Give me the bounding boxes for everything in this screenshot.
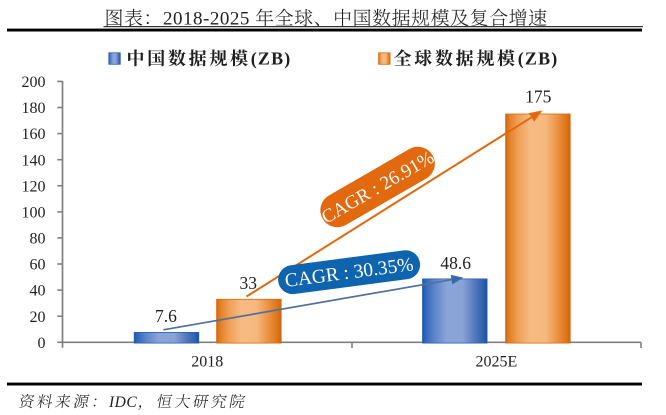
svg-text:48.6: 48.6: [440, 253, 471, 273]
svg-text:180: 180: [22, 100, 46, 117]
svg-text:2025E: 2025E: [476, 354, 518, 371]
svg-text:2018: 2018: [191, 354, 223, 371]
svg-text:IDC: IDC: [108, 394, 137, 411]
svg-text:160: 160: [22, 126, 46, 143]
svg-text:80: 80: [30, 231, 46, 248]
svg-text:60: 60: [30, 257, 46, 274]
svg-text:40: 40: [30, 283, 46, 300]
svg-text:(ZB): (ZB): [518, 49, 559, 70]
svg-text:33: 33: [240, 273, 258, 293]
svg-text:120: 120: [22, 178, 46, 195]
svg-text:20: 20: [30, 309, 46, 326]
svg-text:0: 0: [38, 335, 46, 352]
svg-text:100: 100: [22, 205, 46, 222]
svg-text:2018-2025: 2018-2025: [163, 9, 250, 30]
svg-text:7.6: 7.6: [155, 306, 177, 326]
svg-text:140: 140: [22, 152, 46, 169]
svg-text:(ZB): (ZB): [251, 49, 292, 70]
svg-text:200: 200: [22, 74, 46, 91]
svg-text:175: 175: [525, 87, 552, 107]
